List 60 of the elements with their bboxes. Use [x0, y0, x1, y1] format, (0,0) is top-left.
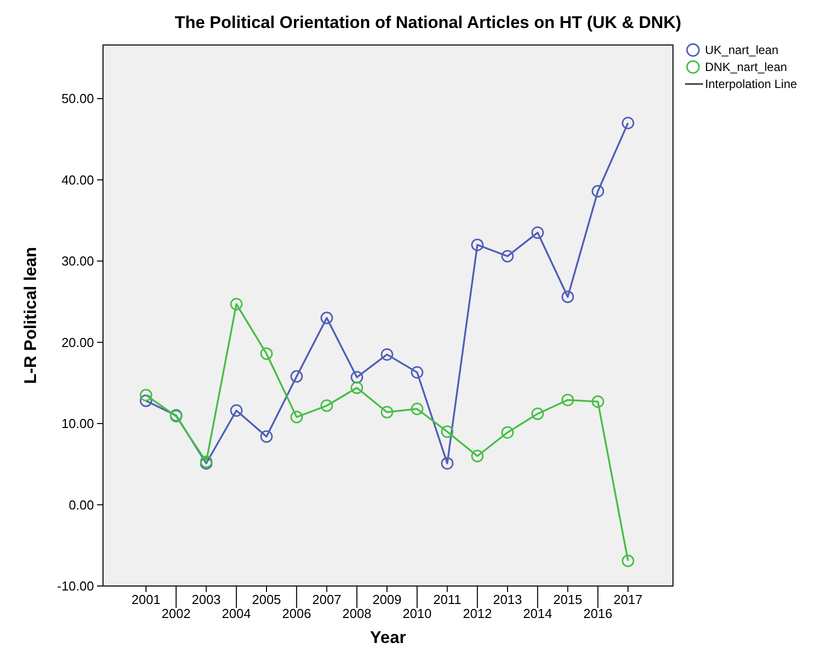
x-tick-label: 2015	[553, 592, 582, 607]
point	[471, 238, 484, 252]
point	[501, 426, 514, 439]
x-tick-label: 2016	[583, 606, 612, 621]
x-tick-label: 2004	[222, 606, 251, 621]
y-tick-label: 20.00	[61, 334, 94, 350]
y-tick-label: 10.00	[61, 416, 94, 432]
x-tick-label: 2014	[523, 606, 552, 621]
point	[441, 457, 454, 470]
point	[140, 394, 152, 408]
point	[471, 450, 484, 462]
x-tick-label: 2009	[372, 592, 402, 607]
legend-label: UK_nart_lean	[705, 43, 778, 58]
point	[230, 404, 243, 417]
point	[320, 312, 333, 324]
point	[622, 116, 634, 130]
point	[592, 184, 604, 198]
y-tick-label: 30.00	[61, 254, 94, 269]
point	[320, 399, 333, 412]
legend-label: DNK_nart_lean	[705, 60, 788, 74]
x-tick-label: 2017	[614, 592, 642, 607]
y-tick-label: 0.00	[68, 497, 94, 512]
point	[380, 348, 394, 361]
x-tick-label: 2006	[282, 606, 312, 621]
point	[531, 408, 544, 420]
point	[501, 250, 514, 262]
x-axis-title: Year	[370, 628, 406, 647]
point	[410, 402, 424, 416]
point	[350, 382, 364, 394]
x-tick-label: 2011	[433, 592, 462, 607]
point	[140, 388, 152, 402]
point	[260, 430, 273, 443]
x-tick-label: 2013	[493, 592, 522, 607]
point	[562, 394, 574, 406]
chart-title: The Political Orientation of National Articles on HT (UK & DNK)	[174, 13, 682, 32]
point	[290, 370, 303, 383]
x-tick-label: 2012	[462, 606, 492, 621]
x-tick-label: 2003	[192, 592, 221, 607]
x-tick-label: 2007	[312, 592, 342, 607]
y-axis-title: L-R Political lean	[21, 247, 40, 384]
y-tick-label: -10.00	[57, 578, 94, 594]
x-tick-label: 2001	[132, 592, 160, 607]
point	[622, 554, 634, 568]
point	[350, 370, 364, 384]
point	[441, 425, 454, 438]
x-tick-label: 2005	[252, 592, 281, 607]
point	[230, 298, 243, 310]
x-tick-label: 2010	[402, 606, 432, 621]
x-tick-label: 2002	[162, 606, 191, 621]
text: Interpolation Line	[705, 77, 798, 92]
y-tick-label: 50.00	[61, 91, 94, 106]
x-tick-label: 2008	[342, 606, 372, 621]
point	[410, 366, 424, 379]
point	[531, 226, 544, 239]
point	[290, 410, 303, 424]
point	[380, 406, 394, 418]
y-tick-label: 40.00	[61, 172, 94, 188]
point	[592, 395, 604, 408]
point	[562, 290, 574, 304]
point	[260, 347, 273, 360]
